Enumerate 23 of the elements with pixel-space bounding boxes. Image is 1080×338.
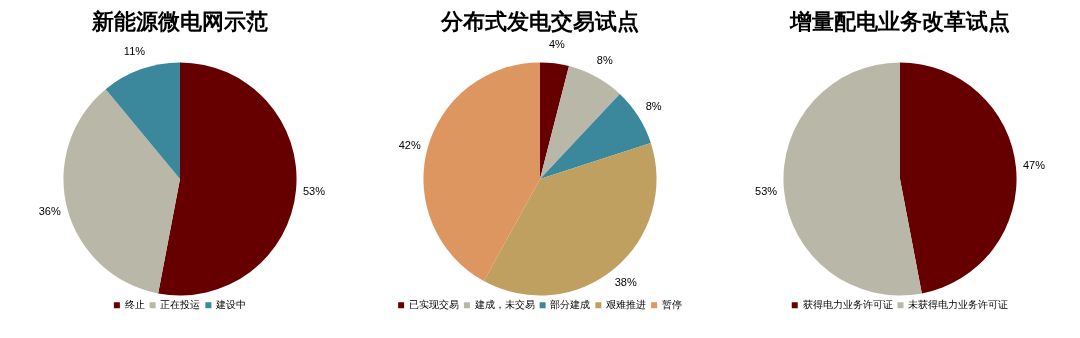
legend-label: 获得电力业务许可证 xyxy=(802,298,893,310)
data-label: 8% xyxy=(596,54,613,67)
data-label: 4% xyxy=(548,38,566,51)
chart-title: 分布式发电交易试点 xyxy=(440,8,639,34)
chart-title: 新能源微电网示范 xyxy=(91,8,268,34)
data-label: 53% xyxy=(755,184,778,197)
data-label: 42% xyxy=(398,138,421,151)
legend-label: 建设中 xyxy=(215,298,247,310)
legend-label: 已实现交易 xyxy=(408,298,459,310)
chart-title: 增量配电业务改革试点 xyxy=(789,8,1010,34)
data-label: 8% xyxy=(645,99,662,112)
legend-label: 暂停 xyxy=(661,298,682,310)
data-label: 47% xyxy=(1022,159,1046,172)
legend-label: 艰难推进 xyxy=(606,298,647,310)
data-label: 53% xyxy=(302,184,326,197)
legend-label: 正在投运 xyxy=(160,298,201,310)
data-label: 11% xyxy=(123,45,146,58)
legend-label: 终止 xyxy=(124,298,145,310)
data-label: 38% xyxy=(614,275,637,288)
legend-label: 建成，未交易 xyxy=(473,298,535,310)
legend-label: 未获得电力业务许可证 xyxy=(908,298,1009,310)
data-label: 36% xyxy=(38,205,61,218)
legend-label: 部分建成 xyxy=(550,298,591,310)
